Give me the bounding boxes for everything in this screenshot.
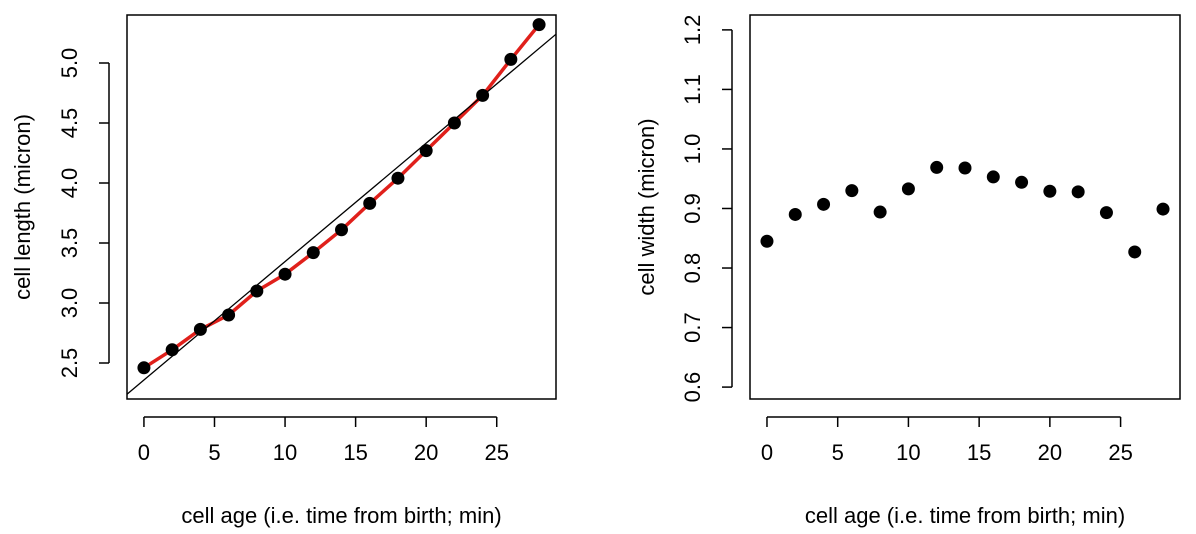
y-tick-label: 3.5	[57, 228, 82, 259]
y-tick-label: 1.1	[680, 74, 705, 105]
x-tick-label: 15	[967, 440, 991, 465]
data-point	[137, 361, 151, 375]
plot-area	[127, 18, 556, 395]
data-point	[873, 205, 887, 219]
x-axis-title: cell age (i.e. time from birth; min)	[181, 503, 501, 528]
x-tick-label: 20	[1038, 440, 1062, 465]
data-point	[504, 52, 518, 66]
exponential-fit-line	[142, 23, 541, 370]
data-point	[1128, 245, 1142, 259]
data-point	[335, 223, 348, 237]
y-tick-label: 4.0	[57, 168, 82, 199]
data-point	[930, 160, 944, 174]
x-tick-label: 10	[896, 440, 920, 465]
y-tick-label: 0.9	[680, 193, 705, 224]
x-tick-label: 0	[138, 440, 150, 465]
x-tick-label: 5	[208, 440, 220, 465]
y-axis-title: cell length (micron)	[10, 114, 35, 300]
width-chart: 0 5 10 15 20 25 0.6 0.7 0.8 0.9 1.0 1.1 1.2 cell age …	[634, 14, 1181, 528]
y-tick-label: 3.0	[57, 288, 82, 319]
plot-frame	[749, 14, 1181, 400]
data-point	[419, 144, 433, 158]
x-tick-label: 25	[484, 440, 508, 465]
y-tick-label: 1.2	[680, 15, 705, 46]
x-tick-label: 10	[273, 440, 297, 465]
data-point	[222, 308, 236, 322]
data-point	[958, 161, 972, 175]
data-point	[1015, 175, 1029, 189]
y-tick-label: 0.7	[680, 312, 705, 343]
x-tick-label: 0	[761, 440, 773, 465]
data-point	[986, 170, 1000, 184]
y-tick-label: 0.6	[680, 372, 705, 403]
data-point	[193, 322, 207, 336]
data-point	[788, 207, 802, 221]
data-point	[447, 116, 461, 130]
x-tick-label: 20	[414, 440, 438, 465]
data-point	[250, 284, 264, 298]
linear-reference-line	[127, 33, 556, 395]
data-point	[165, 343, 179, 357]
data-point	[817, 197, 831, 211]
data-point	[532, 18, 546, 32]
x-tick-label: 15	[343, 440, 367, 465]
data-point	[278, 267, 292, 281]
data-point	[1043, 184, 1057, 198]
y-axis-title: cell width (micron)	[634, 118, 659, 295]
x-tick-label: 5	[832, 440, 844, 465]
plot-area	[760, 160, 1170, 259]
y-tick-label: 1.0	[680, 134, 705, 165]
data-point	[391, 171, 405, 185]
plot-frame	[126, 14, 557, 400]
data-point	[306, 246, 320, 260]
y-tick-label: 2.5	[57, 348, 82, 379]
x-tick-label: 25	[1108, 440, 1132, 465]
data-point	[901, 182, 915, 196]
data-point	[1071, 185, 1085, 199]
y-tick-label: 5.0	[57, 48, 82, 79]
data-point	[1099, 206, 1113, 220]
data-point	[760, 234, 774, 248]
x-axis-title: cell age (i.e. time from birth; min)	[805, 503, 1125, 528]
data-point	[845, 184, 859, 198]
data-point	[363, 196, 377, 210]
data-point	[476, 88, 490, 102]
y-tick-label: 4.5	[57, 108, 82, 139]
length-chart: 0 5 10 15 20 25 2.5 3.0 3.5 4.0 4.5 5.0 cell age (i.…	[10, 14, 557, 528]
y-tick-label: 0.8	[680, 253, 705, 284]
data-point	[1156, 202, 1170, 216]
